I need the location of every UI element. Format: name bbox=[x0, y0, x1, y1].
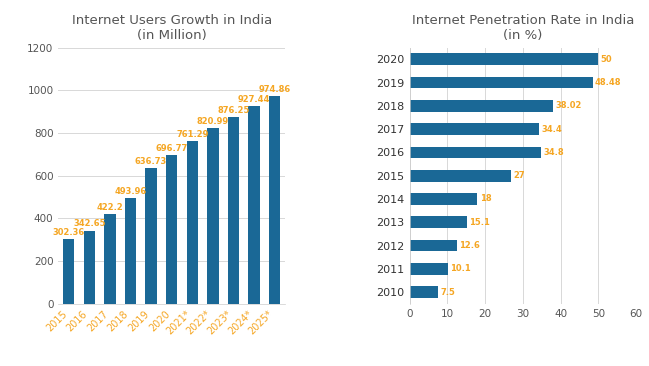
Text: 696.77: 696.77 bbox=[156, 144, 188, 153]
Bar bbox=[410, 123, 539, 135]
Text: 636.73: 636.73 bbox=[135, 157, 167, 166]
Text: 15.1: 15.1 bbox=[469, 218, 489, 227]
Text: 12.6: 12.6 bbox=[459, 241, 480, 250]
Text: 7.5: 7.5 bbox=[440, 288, 455, 296]
Text: 820.99: 820.99 bbox=[197, 117, 229, 126]
Bar bbox=[63, 239, 75, 304]
Text: 927.44: 927.44 bbox=[238, 95, 270, 104]
Bar bbox=[166, 155, 177, 304]
Bar bbox=[84, 231, 95, 304]
Title: Internet Users Growth in India
(in Million): Internet Users Growth in India (in Milli… bbox=[71, 14, 272, 42]
Bar bbox=[145, 168, 157, 304]
Text: 34.4: 34.4 bbox=[542, 124, 563, 134]
Text: 38.02: 38.02 bbox=[556, 101, 582, 110]
Bar bbox=[249, 106, 260, 304]
Text: 18: 18 bbox=[480, 194, 491, 203]
Text: 34.8: 34.8 bbox=[543, 148, 564, 157]
Bar bbox=[125, 198, 136, 304]
Bar bbox=[410, 193, 478, 205]
Bar bbox=[410, 146, 541, 158]
Text: 302.36: 302.36 bbox=[53, 228, 85, 237]
Bar bbox=[410, 77, 593, 88]
Bar bbox=[410, 216, 467, 228]
Bar bbox=[228, 117, 239, 304]
Bar bbox=[207, 128, 219, 304]
Bar bbox=[187, 141, 198, 304]
Bar bbox=[410, 53, 598, 65]
Text: 27: 27 bbox=[514, 171, 525, 180]
Text: 342.65: 342.65 bbox=[73, 220, 106, 228]
Bar bbox=[410, 286, 438, 298]
Text: 974.86: 974.86 bbox=[258, 85, 291, 93]
Bar bbox=[410, 100, 553, 112]
Bar bbox=[410, 263, 448, 274]
Text: 876.25: 876.25 bbox=[217, 105, 250, 115]
Bar bbox=[269, 96, 280, 304]
Text: 50: 50 bbox=[600, 55, 612, 64]
Bar bbox=[410, 240, 457, 251]
Bar bbox=[104, 214, 116, 304]
Text: 493.96: 493.96 bbox=[114, 187, 147, 196]
Text: 422.2: 422.2 bbox=[97, 202, 123, 212]
Text: 10.1: 10.1 bbox=[450, 264, 471, 273]
Text: 48.48: 48.48 bbox=[594, 78, 621, 87]
Text: 761.29: 761.29 bbox=[176, 130, 208, 139]
Bar bbox=[410, 170, 511, 182]
Title: Internet Penetration Rate in India
(in %): Internet Penetration Rate in India (in %… bbox=[411, 14, 634, 42]
